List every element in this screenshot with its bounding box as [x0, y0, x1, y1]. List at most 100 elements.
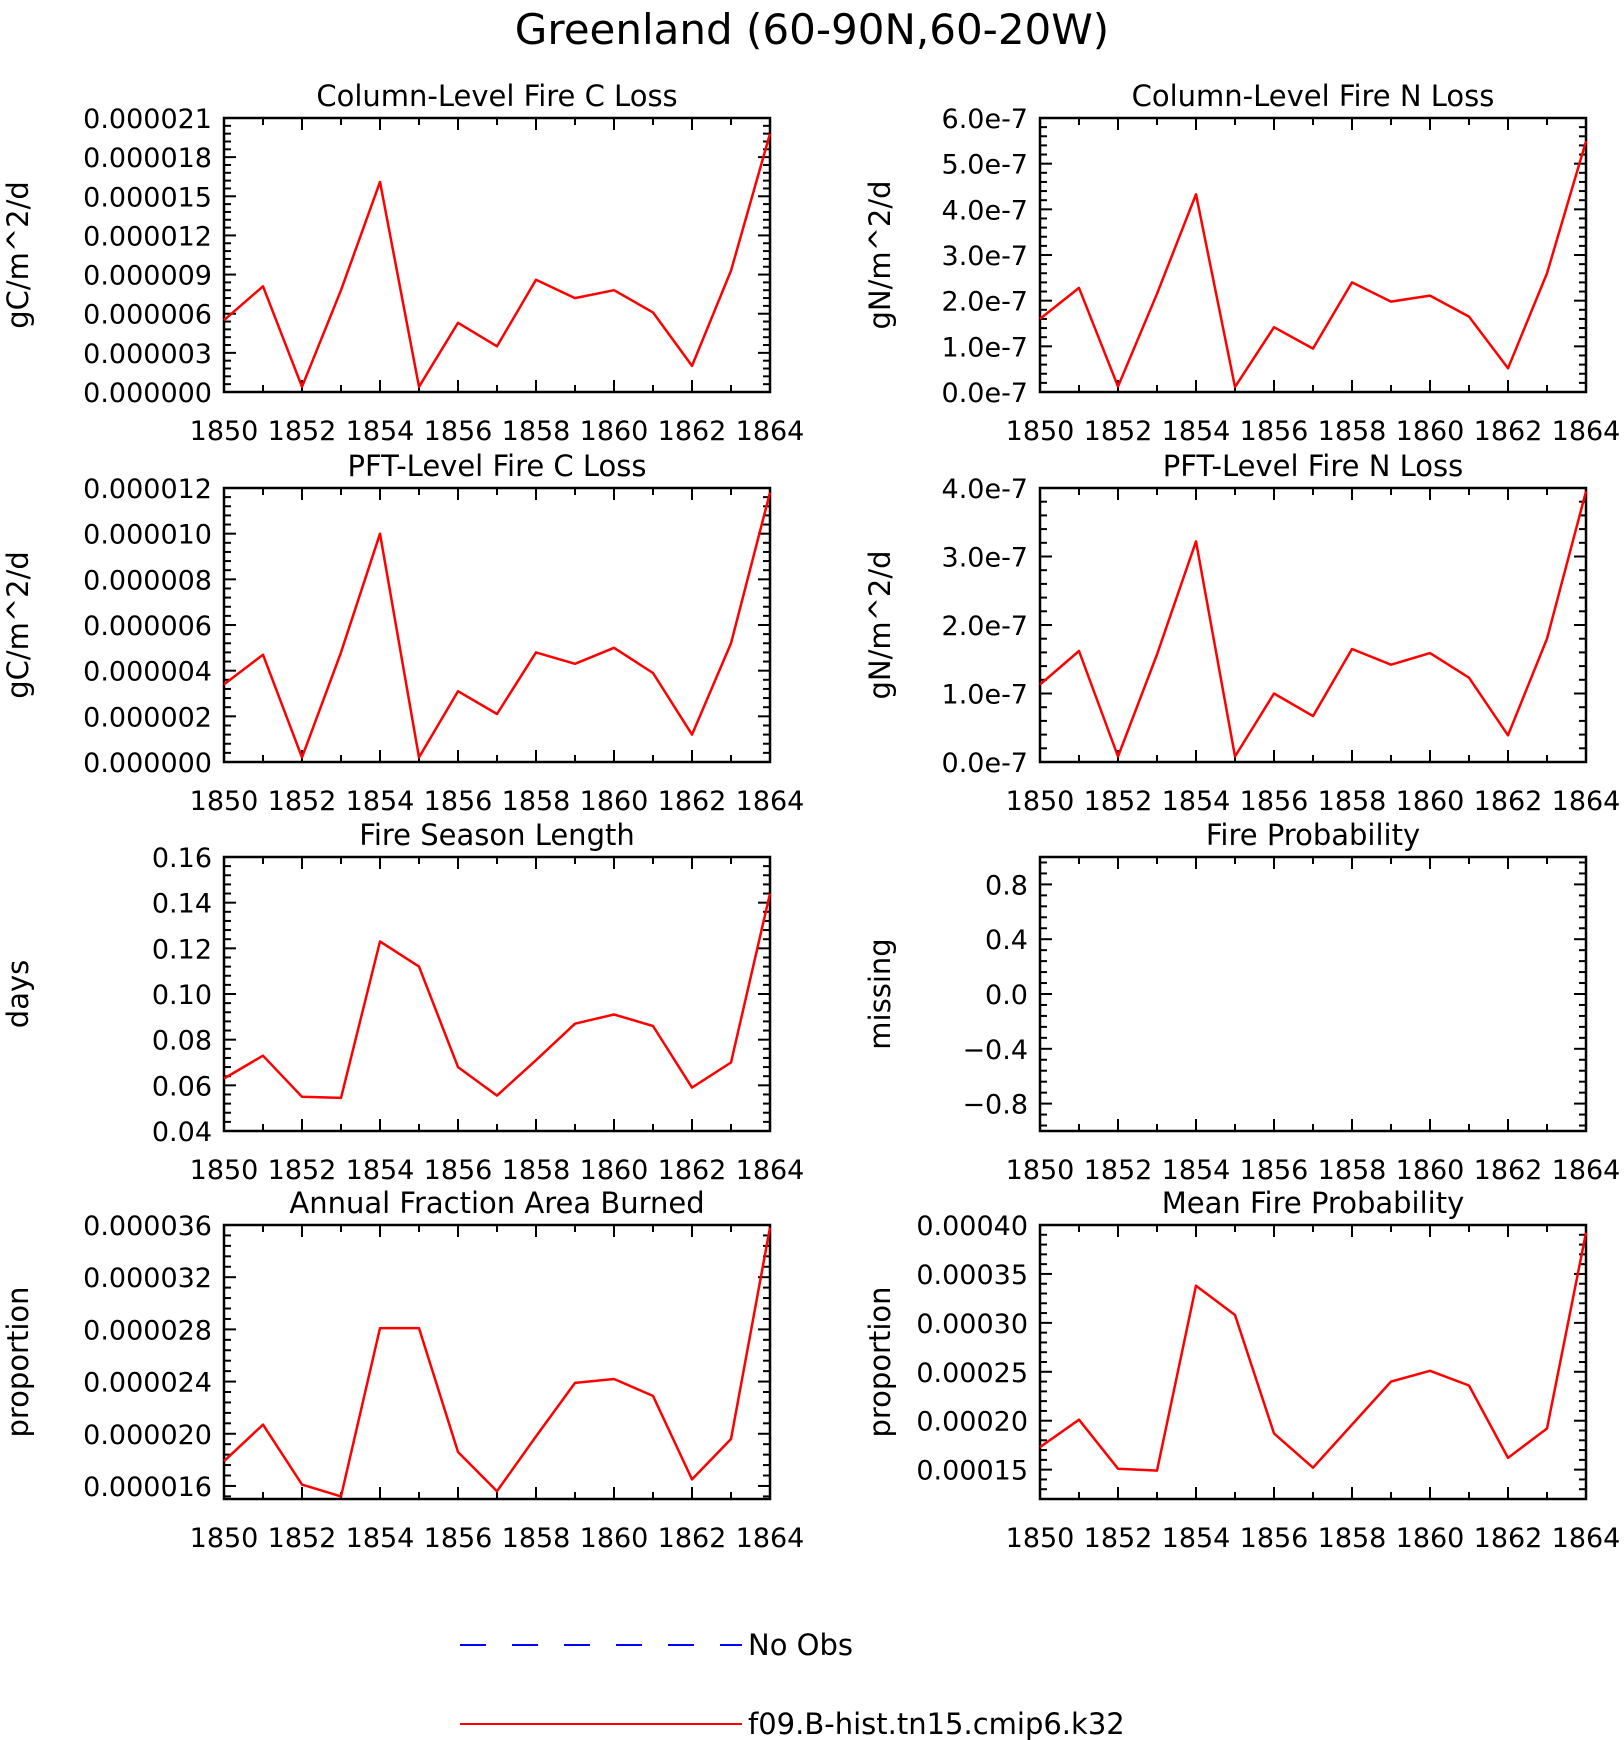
y-tick-label: 0.00035: [916, 1260, 1028, 1291]
x-tick-label: 1862: [1474, 416, 1543, 447]
x-tick-label: 1864: [1552, 786, 1621, 817]
y-tick-label: 0.000006: [83, 300, 212, 331]
y-tick-label: 0.00040: [916, 1211, 1028, 1242]
y-tick-label: 0.000012: [83, 221, 212, 252]
x-tick-label: 1854: [346, 416, 415, 447]
x-tick-label: 1862: [658, 1155, 727, 1186]
series-line-0: [223, 133, 772, 389]
x-tick-label: 1862: [658, 416, 727, 447]
x-tick-label: 1856: [424, 1155, 493, 1186]
chart-fire-probability: Fire Probability missing 1850 1852 1854 1856 1…: [863, 818, 1620, 1186]
chart-title: Column-Level Fire N Loss: [1132, 79, 1495, 113]
chart-title: PFT-Level Fire N Loss: [1163, 449, 1463, 483]
y-tick-label: 0.4: [985, 925, 1028, 956]
y-axis-label: proportion: [1, 1286, 35, 1437]
x-tick-label: 1854: [346, 786, 415, 817]
plot-frame: [1038, 116, 1588, 394]
y-tick-label: −0.8: [962, 1090, 1028, 1121]
x-tick-label: 1858: [1318, 1523, 1387, 1554]
chart-pft-fire-c: PFT-Level Fire C Loss gC/m^2/d 1850 1852 185…: [1, 449, 804, 817]
series-line-0: [1039, 1232, 1588, 1472]
y-tick-label: 0.000000: [83, 378, 212, 409]
y-tick-label: 0.00030: [916, 1309, 1028, 1340]
x-tick-label: 1856: [1240, 1523, 1309, 1554]
y-tick-label: 0.000016: [83, 1472, 212, 1503]
y-axis-label: missing: [863, 938, 897, 1049]
y-tick-label: 0.000032: [83, 1263, 212, 1294]
y-tick-label: 0.0: [985, 980, 1028, 1011]
y-tick-label: 0.8: [985, 870, 1028, 901]
x-tick-label: 1864: [736, 416, 805, 447]
chart-title: Mean Fire Probability: [1162, 1186, 1465, 1220]
x-tick-label: 1860: [580, 786, 649, 817]
x-tick-label: 1852: [268, 786, 337, 817]
x-tick-label: 1864: [736, 1155, 805, 1186]
x-tick-label: 1850: [190, 786, 259, 817]
x-tick-label: 1858: [502, 416, 571, 447]
x-tick-label: 1862: [658, 786, 727, 817]
x-tick-label: 1860: [1396, 1523, 1465, 1554]
y-tick-label: −0.4: [962, 1035, 1028, 1066]
x-tick-label: 1856: [424, 416, 493, 447]
x-tick-label: 1862: [1474, 1155, 1543, 1186]
y-tick-label: 3.0e-7: [942, 543, 1028, 574]
plot-frame: [222, 116, 772, 394]
x-tick-label: 1852: [1084, 786, 1153, 817]
y-tick-label: 0.00025: [916, 1358, 1028, 1389]
y-tick-label: 1.0e-7: [942, 332, 1028, 363]
y-tick-label: 0.000009: [83, 261, 212, 292]
series-line-0: [223, 1227, 772, 1498]
x-tick-label: 1852: [1084, 1155, 1153, 1186]
x-tick-label: 1854: [1162, 1155, 1231, 1186]
y-tick-label: 0.14: [152, 889, 212, 920]
x-tick-label: 1860: [1396, 1155, 1465, 1186]
y-tick-label: 0.06: [152, 1071, 212, 1102]
plot-frame: [1038, 486, 1588, 764]
x-tick-label: 1854: [346, 1523, 415, 1554]
chart-pft-fire-n: PFT-Level Fire N Loss gN/m^2/d 1850 1852 185…: [863, 449, 1620, 817]
x-tick-label: 1858: [502, 786, 571, 817]
y-tick-label: 5.0e-7: [942, 150, 1028, 181]
x-tick-label: 1856: [424, 1523, 493, 1554]
chart-title: Fire Probability: [1206, 818, 1420, 852]
y-tick-label: 0.10: [152, 980, 212, 1011]
y-tick-label: 0.000021: [83, 104, 212, 135]
series-line-0: [1039, 140, 1588, 389]
y-tick-label: 0.000024: [83, 1368, 212, 1399]
x-tick-label: 1852: [1084, 1523, 1153, 1554]
chart-fire-season-length: Fire Season Length days 1850 1852 1854 1856 18…: [1, 818, 804, 1186]
y-tick-label: 0.000020: [83, 1420, 212, 1451]
x-tick-label: 1854: [346, 1155, 415, 1186]
x-tick-label: 1854: [1162, 1523, 1231, 1554]
y-tick-label: 4.0e-7: [942, 195, 1028, 226]
plot-frame: [222, 855, 772, 1133]
y-tick-label: 0.000018: [83, 143, 212, 174]
x-tick-label: 1860: [1396, 786, 1465, 817]
x-tick-label: 1856: [424, 786, 493, 817]
chart-title: Column-Level Fire C Loss: [316, 79, 677, 113]
x-tick-label: 1850: [1006, 786, 1075, 817]
x-tick-label: 1854: [1162, 416, 1231, 447]
legend-label-model: f09.B-hist.tn15.cmip6.k32: [748, 1707, 1125, 1740]
x-tick-label: 1860: [580, 416, 649, 447]
x-tick-label: 1856: [1240, 1155, 1309, 1186]
series-line-0: [223, 492, 772, 759]
chart-col-fire-n: Column-Level Fire N Loss gN/m^2/d 1850 1852…: [863, 79, 1620, 447]
y-tick-label: 0.0e-7: [942, 378, 1028, 409]
x-tick-label: 1864: [1552, 1155, 1621, 1186]
y-tick-label: 0.000028: [83, 1315, 212, 1346]
x-tick-label: 1850: [190, 1155, 259, 1186]
x-tick-label: 1854: [1162, 786, 1231, 817]
y-tick-label: 0.000008: [83, 565, 212, 596]
series-line-0: [1039, 491, 1588, 758]
x-tick-label: 1858: [1318, 1155, 1387, 1186]
x-tick-label: 1864: [736, 786, 805, 817]
x-tick-label: 1864: [1552, 416, 1621, 447]
y-tick-label: 0.000000: [83, 748, 212, 779]
x-tick-label: 1858: [502, 1155, 571, 1186]
y-tick-label: 0.000010: [83, 520, 212, 551]
y-axis-label: proportion: [863, 1286, 897, 1437]
y-tick-label: 0.08: [152, 1026, 212, 1057]
x-tick-label: 1856: [1240, 416, 1309, 447]
y-axis-label: days: [1, 960, 35, 1028]
